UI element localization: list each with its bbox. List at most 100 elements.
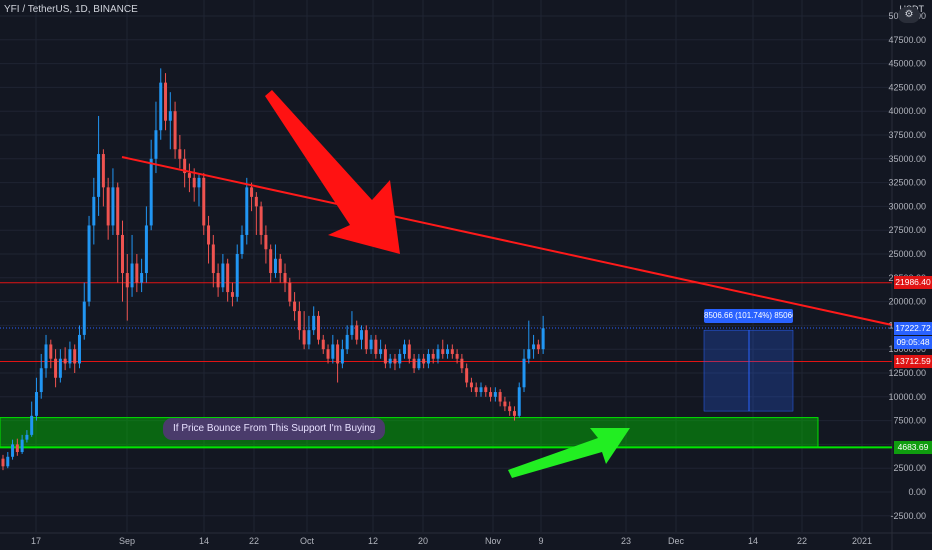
candle-body	[417, 358, 421, 369]
candle-body	[379, 349, 383, 354]
candle-body	[441, 349, 445, 354]
x-tick-label: 20	[418, 536, 428, 546]
candle-body	[403, 344, 407, 354]
candle-body	[187, 173, 191, 178]
candle-body	[211, 244, 215, 274]
y-tick-label: 2500.00	[893, 463, 926, 473]
candle-body	[512, 411, 516, 416]
candle-body	[250, 187, 254, 197]
candle-body	[216, 273, 220, 288]
y-tick-label: 47500.00	[888, 35, 926, 45]
candle-body	[508, 406, 512, 412]
candle-body	[307, 330, 311, 345]
candle-body	[493, 392, 497, 397]
trend-line	[121, 156, 893, 326]
y-tick-label: 12500.00	[888, 368, 926, 378]
candle-body	[254, 196, 258, 207]
midline-price-badge: 13712.59	[894, 354, 932, 368]
candle-body	[164, 82, 168, 121]
candle-body	[207, 225, 211, 245]
resistance-price-badge: 21986.40	[894, 276, 932, 290]
candle-body	[135, 263, 139, 283]
support-zone	[0, 417, 819, 448]
candle-body	[144, 225, 148, 274]
candle-body	[192, 177, 196, 188]
candle-body	[269, 249, 273, 274]
x-tick-label: 17	[31, 536, 41, 546]
candle-body	[97, 154, 101, 197]
symbol-title: YFI / TetherUS, 1D, BINANCE	[4, 4, 138, 15]
candle-body	[39, 368, 43, 393]
candle-body	[498, 392, 502, 402]
current-price-badge: 17222.72	[894, 321, 932, 335]
candle-body	[455, 353, 459, 359]
x-tick-label: 22	[249, 536, 259, 546]
y-tick-label: 20000.00	[888, 297, 926, 307]
drawing-lines	[121, 90, 893, 478]
candle-body	[312, 315, 316, 331]
candle-body	[436, 349, 440, 359]
x-tick-label: 14	[748, 536, 758, 546]
candle-body	[355, 325, 359, 340]
candle-body	[469, 382, 473, 388]
candle-body	[54, 358, 58, 378]
candle-body	[168, 111, 172, 121]
candle-body	[479, 387, 483, 393]
candle-body	[92, 196, 96, 226]
candle-body	[197, 177, 201, 188]
candle-body	[360, 330, 363, 340]
countdown-badge: 09:05:48	[894, 335, 932, 349]
candle-body	[331, 344, 335, 359]
candle-body	[221, 263, 225, 288]
candle-body	[460, 358, 464, 369]
candle-body	[106, 187, 110, 226]
candle-body	[536, 344, 540, 350]
candle-body	[178, 149, 182, 159]
candle-body	[63, 358, 67, 364]
candle-body	[202, 177, 206, 226]
candle-body	[20, 439, 24, 453]
candle-body	[293, 301, 297, 312]
x-tick-label: 12	[368, 536, 378, 546]
candle-body	[34, 392, 38, 416]
candles	[1, 68, 545, 471]
x-tick-label: Dec	[668, 536, 685, 546]
candle-body	[101, 154, 105, 188]
candle-body	[68, 349, 72, 364]
red-arrow	[265, 90, 400, 254]
candle-body	[283, 273, 287, 283]
x-tick-label: 23	[621, 536, 631, 546]
y-tick-label: 35000.00	[888, 154, 926, 164]
candle-body	[259, 206, 263, 235]
candle-body	[73, 349, 77, 364]
candle-body	[474, 387, 478, 393]
x-tick-label: 14	[199, 536, 209, 546]
candle-body	[149, 158, 153, 226]
x-tick-label: Oct	[300, 536, 315, 546]
candle-body	[49, 344, 53, 359]
y-tick-label: 40000.00	[888, 106, 926, 116]
support-note[interactable]: If Price Bounce From This Support I'm Bu…	[163, 418, 386, 440]
y-tick-label: 37500.00	[888, 130, 926, 140]
candle-body	[532, 344, 536, 350]
settings-icon[interactable]: ⚙	[898, 7, 920, 23]
candle-body	[6, 456, 10, 467]
candle-body	[1, 458, 5, 467]
x-tick-label: Sep	[119, 536, 135, 546]
candle-body	[44, 344, 48, 369]
y-tick-label: 27500.00	[888, 225, 926, 235]
candle-body	[527, 349, 531, 359]
candle-body	[245, 187, 249, 235]
candle-body	[130, 263, 134, 288]
candle-body	[465, 368, 469, 383]
candle-body	[541, 328, 545, 350]
candle-body	[393, 358, 397, 364]
candle-body	[87, 225, 91, 302]
candle-body	[30, 415, 34, 435]
candle-body	[288, 282, 292, 302]
candle-body	[25, 434, 29, 440]
candle-body	[154, 130, 158, 159]
